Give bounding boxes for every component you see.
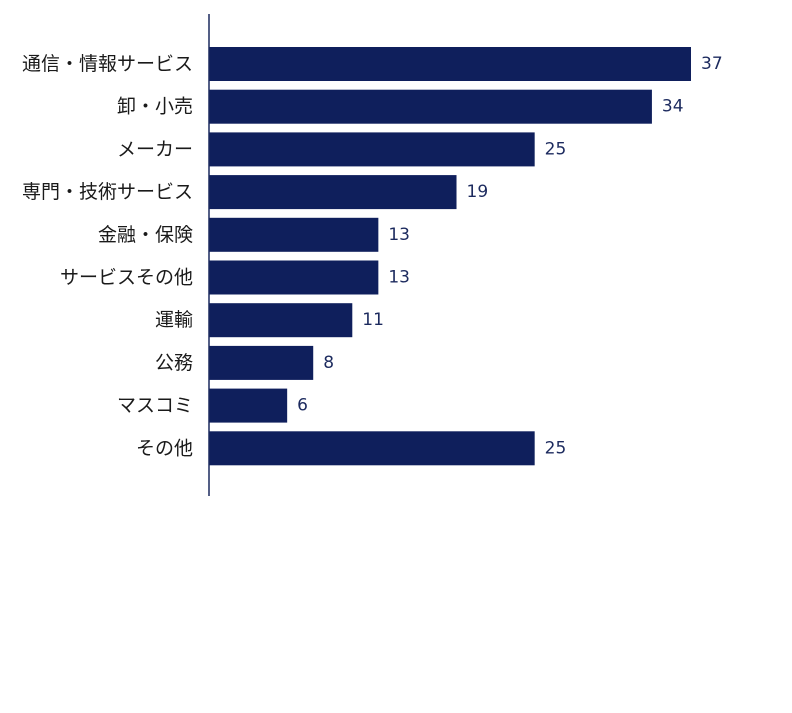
data-label: 11 (362, 310, 384, 330)
bar (209, 175, 457, 210)
bar (209, 47, 691, 81)
data-label: 6 (297, 396, 308, 416)
bars-layer: 通信・情報サービス 37 卸・小売 34 メーカー 25 専門・技術サービス 19 金融・保険 1… (22, 47, 723, 466)
category-label: 運輸 (155, 309, 193, 331)
category-label: メーカー (117, 138, 193, 160)
category-label: 通信・情報サービス (22, 53, 193, 75)
bar (209, 431, 535, 466)
bar (209, 89, 652, 124)
data-label: 13 (388, 268, 410, 288)
bar (209, 303, 353, 338)
data-label: 37 (701, 54, 723, 74)
data-label: 25 (545, 139, 567, 159)
bar (209, 345, 314, 380)
category-label: 公務 (155, 352, 193, 374)
category-label: マスコミ (117, 395, 193, 417)
data-label: 8 (323, 353, 334, 373)
data-label: 19 (467, 182, 489, 202)
data-label: 34 (662, 97, 684, 117)
category-label: サービスその他 (60, 267, 193, 289)
category-label: その他 (136, 437, 193, 459)
category-label: 卸・小売 (117, 96, 193, 118)
data-label: 13 (388, 225, 410, 245)
bar (209, 388, 288, 423)
data-label: 25 (545, 438, 567, 458)
bar (209, 260, 379, 295)
bar (209, 217, 379, 252)
category-label: 金融・保険 (98, 224, 193, 246)
category-label: 専門・技術サービス (22, 181, 193, 203)
bar (209, 132, 535, 167)
